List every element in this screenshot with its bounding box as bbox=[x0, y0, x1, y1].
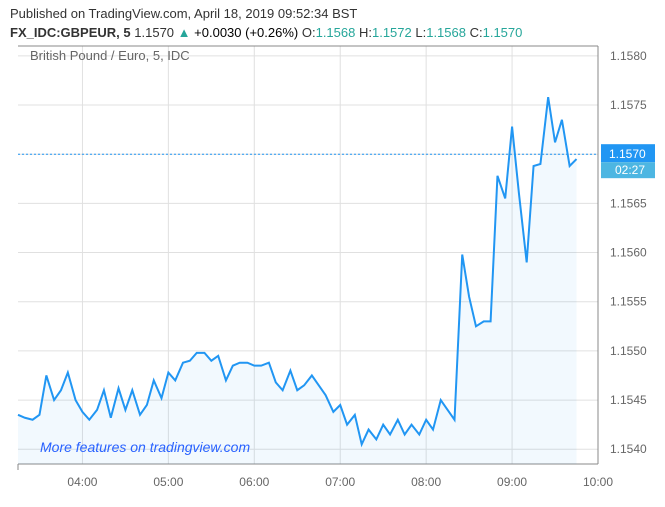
o-value: 1.1568 bbox=[316, 25, 356, 40]
svg-text:1.1550: 1.1550 bbox=[610, 344, 647, 358]
svg-text:1.1565: 1.1565 bbox=[610, 196, 647, 210]
o-label: O: bbox=[302, 25, 316, 40]
more-features-link[interactable]: More features on tradingview.com bbox=[40, 439, 250, 455]
svg-text:07:00: 07:00 bbox=[325, 475, 355, 489]
svg-text:1.1545: 1.1545 bbox=[610, 393, 647, 407]
c-label: C: bbox=[470, 25, 483, 40]
h-value: 1.1572 bbox=[372, 25, 412, 40]
svg-text:04:00: 04:00 bbox=[67, 475, 97, 489]
l-value: 1.1568 bbox=[426, 25, 466, 40]
svg-text:1.1570: 1.1570 bbox=[609, 147, 646, 161]
price-chart[interactable]: 1.1540 1.1545 1.1550 1.1555 1.1560 1.1565 1.15… bbox=[0, 42, 665, 502]
price-up-icon: ▲ bbox=[178, 25, 191, 40]
svg-text:1.1580: 1.1580 bbox=[610, 49, 647, 63]
ticker-change: +0.0030 (+0.26%) bbox=[194, 25, 298, 40]
ticker-symbol: FX_IDC:GBPEUR, 5 bbox=[10, 25, 131, 40]
l-label: L: bbox=[415, 25, 426, 40]
svg-text:09:00: 09:00 bbox=[497, 475, 527, 489]
svg-text:06:00: 06:00 bbox=[239, 475, 269, 489]
h-label: H: bbox=[359, 25, 372, 40]
svg-text:10:00: 10:00 bbox=[583, 475, 613, 489]
svg-text:1.1575: 1.1575 bbox=[610, 98, 647, 112]
svg-text:1.1540: 1.1540 bbox=[610, 442, 647, 456]
chart-area[interactable]: British Pound / Euro, 5, IDC 1.15401.154… bbox=[0, 42, 665, 507]
svg-text:1.1560: 1.1560 bbox=[610, 246, 647, 260]
svg-text:05:00: 05:00 bbox=[153, 475, 183, 489]
publish-header: Published on TradingView.com, April 18, … bbox=[0, 0, 665, 23]
c-value: 1.1570 bbox=[483, 25, 523, 40]
svg-text:08:00: 08:00 bbox=[411, 475, 441, 489]
chart-title: British Pound / Euro, 5, IDC bbox=[30, 48, 190, 63]
svg-text:02:27: 02:27 bbox=[615, 163, 645, 177]
ticker-price: 1.1570 bbox=[134, 25, 174, 40]
svg-text:1.1555: 1.1555 bbox=[610, 295, 647, 309]
published-text: Published on TradingView.com, April 18, … bbox=[10, 6, 357, 21]
